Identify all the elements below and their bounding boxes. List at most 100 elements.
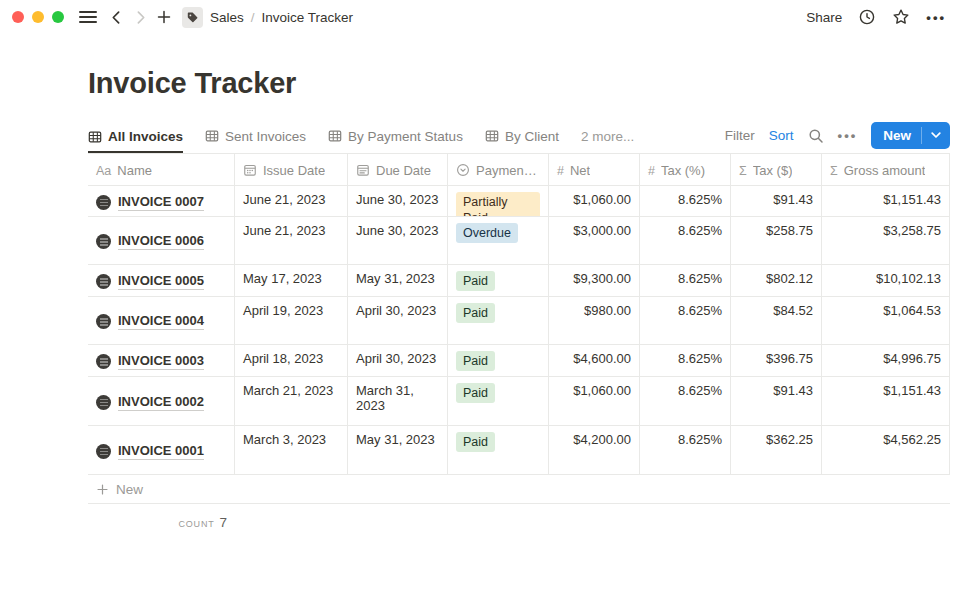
cell-issue-date[interactable]: April 19, 2023	[235, 297, 348, 344]
cell-tax-usd[interactable]: $258.75	[731, 217, 822, 264]
cell-payment-status[interactable]: Paid	[448, 426, 549, 474]
cell-issue-date[interactable]: June 21, 2023	[235, 186, 348, 216]
cell-invoice-name[interactable]: INVOICE 0005	[88, 265, 235, 296]
cell-due-date[interactable]: March 31, 2023	[348, 377, 448, 425]
more-options-icon[interactable]: •••	[926, 10, 946, 25]
cell-tax-pct[interactable]: 8.625%	[640, 377, 731, 425]
tag-icon	[182, 7, 203, 28]
minimize-window-button[interactable]	[32, 11, 44, 23]
search-button[interactable]	[808, 128, 824, 144]
invoice-page-icon	[96, 354, 111, 369]
share-button[interactable]: Share	[806, 10, 842, 25]
tab-by-client[interactable]: By Client	[485, 123, 559, 153]
close-window-button[interactable]	[12, 11, 24, 23]
invoice-page-icon	[96, 234, 111, 249]
cell-gross[interactable]: $10,102.13	[822, 265, 950, 296]
cell-tax-usd[interactable]: $91.43	[731, 186, 822, 216]
table-row: INVOICE 0001 March 3, 2023 May 31, 2023 …	[88, 426, 950, 475]
cell-payment-status[interactable]: Paid	[448, 345, 549, 376]
tab-sent-invoices[interactable]: Sent Invoices	[205, 123, 306, 153]
table-row: INVOICE 0003 April 18, 2023 April 30, 20…	[88, 345, 950, 377]
page-title: Invoice Tracker	[88, 67, 950, 100]
sort-button[interactable]: Sort	[769, 128, 794, 143]
add-row-button[interactable]: New	[88, 475, 950, 504]
cell-tax-pct[interactable]: 8.625%	[640, 426, 731, 474]
view-more-options-icon[interactable]: •••	[838, 128, 858, 143]
traffic-lights	[12, 11, 64, 23]
cell-net[interactable]: $9,300.00	[549, 265, 640, 296]
cell-tax-pct[interactable]: 8.625%	[640, 265, 731, 296]
column-header-net[interactable]: # Net	[549, 154, 640, 186]
new-button[interactable]: New	[871, 122, 950, 149]
column-header-due-date[interactable]: Due Date	[348, 154, 448, 186]
new-page-button[interactable]	[152, 5, 176, 29]
column-header-issue-date[interactable]: Issue Date	[235, 154, 348, 186]
cell-due-date[interactable]: June 30, 2023	[348, 186, 448, 216]
cell-invoice-name[interactable]: INVOICE 0001	[88, 426, 235, 474]
nav-back-button[interactable]	[104, 5, 128, 29]
cell-gross[interactable]: $1,064.53	[822, 297, 950, 344]
cell-issue-date[interactable]: May 17, 2023	[235, 265, 348, 296]
cell-invoice-name[interactable]: INVOICE 0003	[88, 345, 235, 376]
cell-tax-usd[interactable]: $802.12	[731, 265, 822, 296]
chevron-down-icon[interactable]	[922, 132, 950, 139]
column-header-tax-[interactable]: # Tax (%)	[640, 154, 731, 186]
cell-payment-status[interactable]: Paid	[448, 265, 549, 296]
cell-tax-pct[interactable]: 8.625%	[640, 217, 731, 264]
cell-issue-date[interactable]: March 3, 2023	[235, 426, 348, 474]
cell-tax-pct[interactable]: 8.625%	[640, 345, 731, 376]
cell-due-date[interactable]: April 30, 2023	[348, 345, 448, 376]
tab-all-invoices[interactable]: All Invoices	[88, 123, 183, 153]
column-header-gross-amount[interactable]: Σ Gross amount	[822, 154, 950, 186]
cell-net[interactable]: $3,000.00	[549, 217, 640, 264]
cell-tax-pct[interactable]: 8.625%	[640, 186, 731, 216]
cell-tax-usd[interactable]: $84.52	[731, 297, 822, 344]
cell-tax-usd[interactable]: $362.25	[731, 426, 822, 474]
table-view-icon	[485, 129, 499, 143]
nav-forward-button[interactable]	[128, 5, 152, 29]
cell-invoice-name[interactable]: INVOICE 0006	[88, 217, 235, 264]
cell-payment-status[interactable]: Partially Paid	[448, 186, 549, 216]
cell-tax-usd[interactable]: $396.75	[731, 345, 822, 376]
cell-tax-usd[interactable]: $91.43	[731, 377, 822, 425]
cell-invoice-name[interactable]: INVOICE 0007	[88, 186, 235, 216]
view-tabs: All Invoices Sent Invoices By Payment St…	[88, 123, 634, 153]
cell-net[interactable]: $980.00	[549, 297, 640, 344]
cell-due-date[interactable]: May 31, 2023	[348, 426, 448, 474]
filter-button[interactable]: Filter	[725, 128, 755, 143]
cell-due-date[interactable]: May 31, 2023	[348, 265, 448, 296]
favorite-button[interactable]	[892, 8, 910, 26]
column-header-payment-[interactable]: Payment ...	[448, 154, 549, 186]
cell-gross[interactable]: $4,562.25	[822, 426, 950, 474]
cell-issue-date[interactable]: March 21, 2023	[235, 377, 348, 425]
cell-net[interactable]: $1,060.00	[549, 377, 640, 425]
cell-net[interactable]: $4,600.00	[549, 345, 640, 376]
cell-gross[interactable]: $1,151.43	[822, 186, 950, 216]
cell-tax-pct[interactable]: 8.625%	[640, 297, 731, 344]
breadcrumb-current[interactable]: Invoice Tracker	[262, 10, 354, 25]
cell-due-date[interactable]: April 30, 2023	[348, 297, 448, 344]
cell-gross[interactable]: $3,258.75	[822, 217, 950, 264]
cell-payment-status[interactable]: Overdue	[448, 217, 549, 264]
tab-by-payment-status[interactable]: By Payment Status	[328, 123, 463, 153]
column-header-tax-[interactable]: Σ Tax ($)	[731, 154, 822, 186]
cell-issue-date[interactable]: June 21, 2023	[235, 217, 348, 264]
cell-gross[interactable]: $1,151.43	[822, 377, 950, 425]
cell-invoice-name[interactable]: INVOICE 0004	[88, 297, 235, 344]
cell-issue-date[interactable]: April 18, 2023	[235, 345, 348, 376]
cell-payment-status[interactable]: Paid	[448, 297, 549, 344]
breadcrumb-parent[interactable]: Sales	[210, 10, 244, 25]
tabs-more-button[interactable]: 2 more...	[581, 129, 634, 147]
history-button[interactable]	[858, 8, 876, 26]
sidebar-toggle-button[interactable]	[76, 5, 100, 29]
window-titlebar: Sales / Invoice Tracker Share •••	[0, 0, 960, 34]
cell-invoice-name[interactable]: INVOICE 0002	[88, 377, 235, 425]
cell-gross[interactable]: $4,996.75	[822, 345, 950, 376]
column-header-name[interactable]: Aa Name	[88, 154, 235, 186]
cell-net[interactable]: $4,200.00	[549, 426, 640, 474]
count-aggregate[interactable]: COUNT7	[88, 504, 235, 531]
cell-payment-status[interactable]: Paid	[448, 377, 549, 425]
cell-due-date[interactable]: June 30, 2023	[348, 217, 448, 264]
cell-net[interactable]: $1,060.00	[549, 186, 640, 216]
zoom-window-button[interactable]	[52, 11, 64, 23]
